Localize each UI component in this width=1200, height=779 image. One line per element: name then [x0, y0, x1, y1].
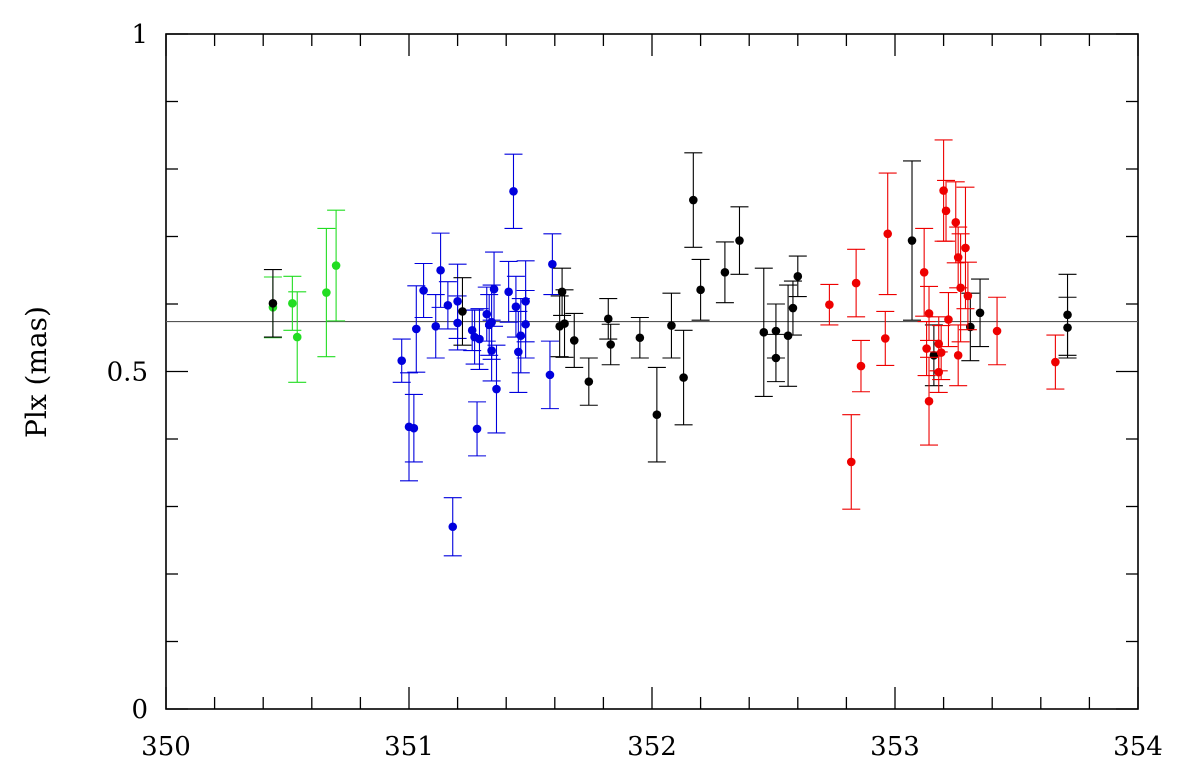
y-axis-title: Plx (mas)	[20, 306, 53, 438]
data-point	[514, 347, 523, 357]
data-point	[511, 302, 521, 312]
data-point	[679, 373, 688, 382]
data-point	[963, 291, 973, 301]
data-series	[263, 139, 1077, 557]
data-point	[606, 340, 615, 349]
x-tick-label: 353	[870, 732, 920, 762]
data-point	[268, 299, 278, 308]
data-point	[603, 314, 613, 324]
x-tick-label: 354	[1113, 732, 1163, 762]
data-point	[492, 384, 501, 394]
x-tick-labels: 350 351 352 353 354	[141, 732, 1163, 762]
data-point	[436, 265, 445, 275]
data-point	[292, 332, 302, 342]
data-point	[288, 299, 297, 308]
series-green	[263, 209, 346, 383]
data-point	[569, 336, 579, 345]
data-point	[482, 309, 492, 319]
data-point	[472, 424, 482, 434]
x-tick-label: 352	[627, 732, 677, 762]
data-point	[1063, 310, 1072, 320]
data-point	[443, 301, 453, 310]
data-point	[939, 186, 948, 195]
data-point	[560, 319, 569, 328]
data-point	[788, 303, 798, 313]
data-point	[992, 326, 1002, 336]
data-point	[924, 309, 934, 318]
data-point	[635, 333, 645, 343]
data-point	[907, 236, 917, 245]
data-point	[944, 315, 953, 324]
data-point	[793, 272, 803, 281]
data-point	[545, 370, 555, 380]
data-point	[956, 283, 965, 293]
data-point	[397, 356, 407, 366]
y-tick-label: 0.5	[107, 358, 148, 388]
data-point	[771, 326, 781, 336]
data-point	[924, 396, 934, 406]
data-point	[759, 328, 769, 337]
data-point	[936, 348, 946, 357]
series-black	[263, 152, 1077, 463]
data-point	[856, 361, 866, 371]
tick-marks	[165, 33, 1139, 710]
data-point	[458, 307, 467, 316]
data-point	[851, 278, 861, 288]
data-point	[934, 367, 944, 377]
x-tick-label: 351	[384, 732, 434, 762]
data-point	[475, 334, 484, 344]
plot-frame	[165, 33, 1139, 710]
data-point	[846, 457, 856, 467]
data-point	[720, 267, 730, 277]
x-tick-label: 350	[141, 732, 191, 762]
data-point	[696, 285, 705, 295]
data-point	[919, 267, 929, 277]
data-point	[322, 288, 331, 297]
data-point	[783, 331, 793, 341]
data-point	[419, 286, 428, 295]
axes	[165, 33, 1139, 710]
data-point	[548, 259, 557, 269]
data-point	[689, 195, 698, 205]
data-point	[652, 410, 662, 420]
data-point	[953, 351, 963, 360]
y-tick-label: 0	[131, 695, 148, 725]
data-point	[487, 346, 496, 355]
data-point	[953, 253, 963, 262]
data-point	[975, 308, 985, 318]
data-point	[771, 353, 781, 363]
y-tick-labels: 00.51	[107, 20, 148, 725]
data-point	[504, 287, 513, 297]
data-point	[951, 218, 961, 227]
series-red	[820, 139, 1065, 510]
data-point	[941, 206, 951, 216]
data-point	[516, 331, 526, 341]
data-point	[409, 423, 419, 433]
y-tick-label: 1	[131, 20, 148, 50]
data-point	[735, 236, 744, 245]
data-point	[331, 261, 341, 270]
data-point	[557, 287, 567, 297]
data-point	[411, 324, 421, 334]
data-point	[521, 297, 530, 306]
data-point	[489, 284, 499, 294]
data-point	[509, 186, 518, 196]
data-point	[961, 243, 970, 253]
data-point	[825, 300, 834, 309]
data-point	[431, 321, 441, 331]
data-point	[453, 318, 462, 328]
data-point	[883, 229, 893, 239]
data-point	[880, 334, 890, 343]
data-point	[448, 522, 458, 532]
data-point	[584, 377, 594, 386]
data-point	[922, 344, 931, 353]
series-blue	[392, 153, 562, 557]
data-point	[667, 321, 676, 330]
data-point	[1051, 357, 1060, 367]
